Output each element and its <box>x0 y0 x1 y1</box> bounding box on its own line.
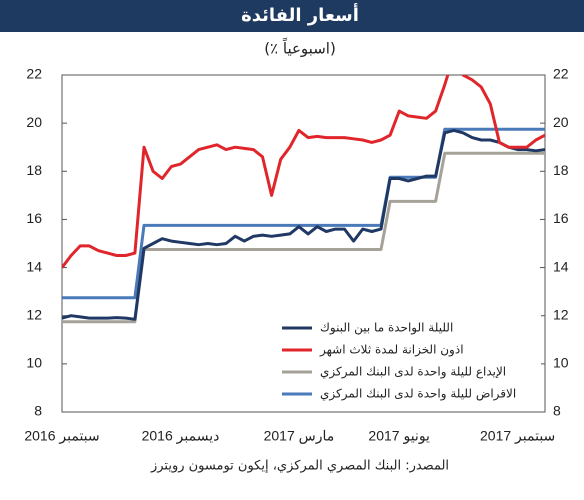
legend-box <box>276 314 541 408</box>
y-tick-label: 16 <box>26 210 42 226</box>
y2-tick-label: 14 <box>553 258 569 274</box>
y-tick-label: 20 <box>26 114 42 130</box>
legend-label: الليلة الواحدة ما بين البنوك <box>320 321 453 336</box>
chart-subtitle: (٪ اسبوعياً) <box>264 37 336 57</box>
y-tick-label: 8 <box>34 403 42 419</box>
y-tick-label: 12 <box>26 306 42 322</box>
y2-tick-label: 22 <box>553 66 569 82</box>
x-tick-label: ديسمبر 2016 <box>142 428 220 445</box>
x-tick-label: مارس 2017 <box>264 428 335 445</box>
series-line <box>62 127 545 300</box>
chart-title: أسعار الفائدة <box>241 3 359 26</box>
y-tick-label: 18 <box>26 162 42 178</box>
legend-label: الإيداع لليلة واحدة لدى البنك المركزي <box>320 365 506 380</box>
y-tick-label: 22 <box>26 66 42 82</box>
y2-tick-label: 18 <box>553 162 569 178</box>
y2-tick-label: 8 <box>553 403 561 419</box>
y2-tick-label: 10 <box>553 355 569 371</box>
legend-label: الاقراض لليلة واحدة لدى البنك المركزي <box>320 387 516 402</box>
x-tick-label: سبتمبر 2017 <box>480 428 555 445</box>
source-note: المصدر: البنك المصري المركزي، إيكون تومس… <box>150 459 449 474</box>
series-line <box>62 128 545 321</box>
title-bar <box>0 0 584 32</box>
x-tick-label: يونيو 2017 <box>368 428 430 445</box>
plot-lines <box>62 75 545 324</box>
x-tick-label: سبتمبر 2016 <box>24 428 99 445</box>
plot-frame <box>61 74 546 413</box>
y-tick-label: 14 <box>26 258 42 274</box>
y2-tick-label: 20 <box>553 114 569 130</box>
y2-tick-label: 16 <box>553 210 569 226</box>
legend-label: اذون الخزانة لمدة ثلاث اشهر <box>319 343 464 358</box>
y-tick-label: 10 <box>26 355 42 371</box>
y2-tick-label: 12 <box>553 306 569 322</box>
series-line <box>62 75 545 269</box>
